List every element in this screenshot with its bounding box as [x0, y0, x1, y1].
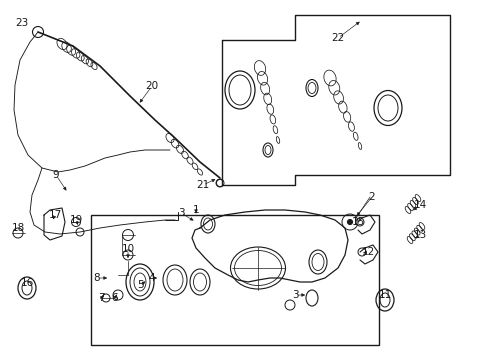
Text: 18: 18	[11, 223, 24, 233]
Text: 19: 19	[69, 215, 82, 225]
Text: 16: 16	[20, 278, 34, 288]
Text: 7: 7	[98, 293, 104, 303]
Text: 3: 3	[177, 208, 184, 218]
Text: 3: 3	[291, 290, 298, 300]
Text: 8: 8	[94, 273, 100, 283]
Text: 12: 12	[361, 247, 374, 257]
Text: 23: 23	[15, 18, 29, 28]
Text: 9: 9	[53, 170, 59, 180]
Text: 6: 6	[111, 293, 118, 303]
Text: 13: 13	[412, 230, 426, 240]
Text: 20: 20	[145, 81, 158, 91]
Text: 4: 4	[148, 273, 155, 283]
Text: 15: 15	[351, 217, 364, 227]
Text: 2: 2	[368, 192, 375, 202]
Text: 11: 11	[378, 290, 391, 300]
Text: 21: 21	[196, 180, 209, 190]
Text: 22: 22	[331, 33, 344, 43]
Text: 5: 5	[137, 280, 143, 290]
Text: 1: 1	[192, 205, 199, 215]
Text: 14: 14	[412, 200, 426, 210]
Text: 10: 10	[121, 244, 134, 254]
Text: 17: 17	[48, 210, 61, 220]
Bar	[91, 215, 378, 345]
Circle shape	[347, 220, 352, 225]
